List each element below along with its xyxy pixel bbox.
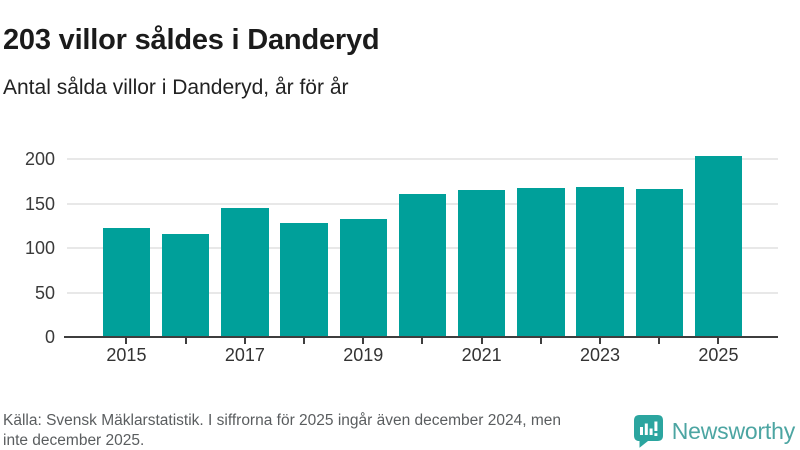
x-axis-label-2023: 2023 bbox=[580, 345, 621, 365]
bar-chart-plot-area: 0 50 100 150 200 2015 2017 2019 2021 2023 2025 bbox=[25, 150, 778, 365]
bar-2018 bbox=[280, 223, 328, 337]
source-note-line1: Källa: Svensk Mäklarstatistik. I siffror… bbox=[3, 412, 561, 429]
x-axis-label-2025: 2025 bbox=[698, 345, 739, 365]
newsworthy-speech-bubble-bar-chart-icon bbox=[633, 415, 663, 448]
x-tick-2023 bbox=[599, 338, 602, 344]
x-tick-2020 bbox=[421, 338, 424, 344]
bar-2022 bbox=[517, 188, 565, 337]
x-axis-line bbox=[64, 335, 778, 338]
x-tick-2019 bbox=[362, 338, 365, 344]
bar-2015 bbox=[102, 228, 151, 337]
bar-2023 bbox=[576, 186, 624, 337]
newsworthy-logo: Newsworthy bbox=[633, 413, 795, 449]
y-axis-label-50: 50 bbox=[34, 282, 55, 303]
bar-2016 bbox=[161, 233, 210, 337]
y-axis-label-200: 200 bbox=[24, 149, 55, 169]
x-tick-2021 bbox=[480, 338, 483, 344]
x-axis-label-2019: 2019 bbox=[343, 345, 384, 365]
source-note-line2: inte december 2025. bbox=[3, 431, 145, 449]
bar-2017 bbox=[221, 207, 269, 337]
x-axis-label-2017: 2017 bbox=[224, 345, 265, 365]
x-tick-2018 bbox=[303, 338, 306, 344]
x-axis-label-2021: 2021 bbox=[461, 345, 502, 365]
x-tick-2024 bbox=[658, 338, 661, 344]
source-note: Källa: Svensk Mäklarstatistik. I siffror… bbox=[3, 411, 658, 450]
y-axis-label-150: 150 bbox=[24, 193, 55, 214]
newsworthy-wordmark: Newsworthy bbox=[671, 417, 795, 444]
bar-2021 bbox=[457, 190, 506, 337]
gridline-y-200 bbox=[67, 158, 778, 160]
bar-2019 bbox=[339, 218, 387, 337]
x-axis-label-2015: 2015 bbox=[106, 345, 147, 365]
x-tick-2017 bbox=[243, 338, 246, 344]
y-axis-label-100: 100 bbox=[24, 238, 55, 258]
bar-2020 bbox=[398, 193, 447, 337]
chart-subtitle: Antal sålda villor i Danderyd, år för år bbox=[3, 76, 349, 99]
page-title: 203 villor såldes i Danderyd bbox=[3, 24, 380, 57]
x-tick-2022 bbox=[539, 338, 542, 344]
x-tick-2015 bbox=[125, 338, 128, 344]
x-tick-2025 bbox=[717, 338, 720, 344]
y-axis-label-0: 0 bbox=[44, 327, 55, 347]
bar-2025 bbox=[694, 156, 743, 337]
bar-2024 bbox=[635, 189, 683, 337]
x-tick-2016 bbox=[184, 338, 187, 344]
